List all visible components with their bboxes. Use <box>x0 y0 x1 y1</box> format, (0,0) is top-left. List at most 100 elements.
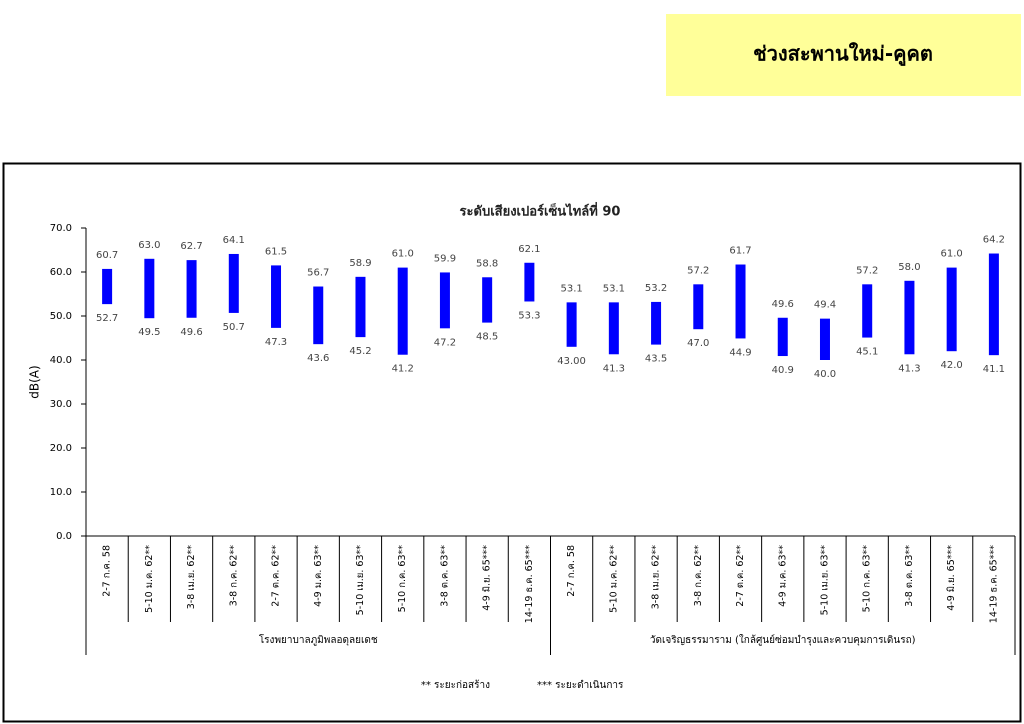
low-label: 47.0 <box>687 338 709 349</box>
high-label: 64.1 <box>223 235 245 246</box>
low-label: 43.6 <box>307 353 329 364</box>
range-bar <box>102 268 113 305</box>
low-label: 47.3 <box>265 337 287 348</box>
low-label: 42.0 <box>941 360 963 371</box>
x-tick-label: 5-10 เม.ย. 63** <box>819 545 830 616</box>
high-label: 58.9 <box>349 258 371 269</box>
range-bar <box>271 265 282 328</box>
range-bar <box>439 272 450 329</box>
x-tick-label: 3-8 เม.ย. 62** <box>651 545 662 610</box>
high-label: 57.2 <box>687 265 709 276</box>
low-label: 41.1 <box>983 364 1005 375</box>
x-tick-label: 3-8 ต.ค. 63** <box>439 545 450 607</box>
high-label: 58.0 <box>898 262 920 273</box>
slide-title: ช่วงสะพานใหม่-คูคต <box>753 42 933 68</box>
x-tick-label: 2-7 ก.ค. 58 <box>102 545 113 597</box>
low-label: 52.7 <box>96 313 118 324</box>
range-bar <box>988 253 999 356</box>
range-bar <box>482 277 493 323</box>
x-tick-label: 5-10 ม.ค. 62** <box>144 545 155 613</box>
range-bar <box>904 280 915 355</box>
high-label: 62.7 <box>180 241 202 252</box>
high-label: 63.0 <box>138 240 160 251</box>
low-label: 41.3 <box>603 363 625 374</box>
high-label: 64.2 <box>983 235 1005 246</box>
note: ** ระยะก่อสร้าง <box>421 679 490 691</box>
low-label: 45.1 <box>856 347 878 358</box>
y-tick-label: 40.0 <box>50 355 72 366</box>
high-label: 56.7 <box>307 268 329 279</box>
chart-frame <box>2 162 1022 723</box>
chart-title: ระดับเสียงเปอร์เซ็นไทล์ที่ 90 <box>460 202 621 220</box>
x-tick-label: 2-7 ก.ค. 58 <box>566 545 577 597</box>
y-tick-label: 50.0 <box>50 311 72 322</box>
range-bar <box>144 258 155 319</box>
range-bar <box>228 253 239 313</box>
x-tick-label: 3-8 ก.ค. 62** <box>228 545 239 607</box>
high-label: 49.4 <box>814 300 836 311</box>
y-axis-label: dB(A) <box>28 365 42 398</box>
low-label: 48.5 <box>476 332 498 343</box>
range-bar <box>777 317 788 357</box>
x-tick-label: 4-9 ม.ค. 63** <box>777 545 788 607</box>
note: *** ระยะดำเนินการ <box>537 680 624 691</box>
range-bar <box>862 284 873 338</box>
low-label: 53.3 <box>518 310 540 321</box>
range-bar <box>946 267 957 352</box>
high-label: 58.8 <box>476 258 498 269</box>
range-bar <box>608 302 619 355</box>
high-label: 53.2 <box>645 283 667 294</box>
low-label: 50.7 <box>223 322 245 333</box>
low-label: 44.9 <box>729 347 751 358</box>
x-tick-label: 4-9 มิ.ย. 65*** <box>482 545 493 611</box>
title-box <box>666 14 1021 96</box>
range-bar <box>819 318 830 360</box>
x-tick-label: 5-10 ม.ค. 62** <box>608 545 619 613</box>
low-label: 45.2 <box>349 346 371 357</box>
high-label: 61.0 <box>392 249 414 260</box>
y-tick-label: 20.0 <box>50 443 72 454</box>
x-tick-label: 2-7 ต.ค. 62** <box>271 545 282 607</box>
high-label: 53.1 <box>560 283 582 294</box>
low-label: 40.9 <box>772 365 794 376</box>
high-label: 53.1 <box>603 283 625 294</box>
x-tick-label: 3-8 ต.ค. 63** <box>904 545 915 607</box>
y-tick-label: 0.0 <box>56 531 72 542</box>
high-label: 49.6 <box>772 299 794 310</box>
x-tick-label: 14-19 ธ.ค. 65*** <box>524 545 535 623</box>
range-bar <box>355 276 366 338</box>
low-label: 49.5 <box>138 327 160 338</box>
y-tick-label: 30.0 <box>50 399 72 410</box>
group-label: โรงพยาบาลภูมิพลอดุลยเดช <box>259 633 378 646</box>
range-bar <box>693 284 704 330</box>
high-label: 57.2 <box>856 265 878 276</box>
x-tick-label: 3-8 ก.ค. 62** <box>693 545 704 607</box>
x-tick-label: 2-7 ต.ค. 62** <box>735 545 746 607</box>
x-tick-label: 4-9 มิ.ย. 65*** <box>946 545 957 611</box>
range-bar <box>397 267 408 355</box>
low-label: 41.2 <box>392 364 414 375</box>
y-tick-label: 70.0 <box>50 223 72 234</box>
range-bar <box>735 264 746 339</box>
range-bar <box>313 286 324 345</box>
range-bar <box>524 262 535 302</box>
y-tick-label: 60.0 <box>50 267 72 278</box>
high-label: 59.9 <box>434 253 456 264</box>
high-label: 62.1 <box>518 244 540 255</box>
low-label: 41.3 <box>898 363 920 374</box>
range-bar <box>186 260 197 318</box>
range-bar <box>651 301 662 345</box>
y-tick-label: 10.0 <box>50 487 72 498</box>
group-label: วัดเจริญธรรมาราม (ใกล้ศูนย์ซ่อมบำรุงและค… <box>650 634 916 646</box>
high-label: 61.0 <box>941 249 963 260</box>
x-tick-label: 4-9 ม.ค. 63** <box>313 545 324 607</box>
range-bar <box>566 302 577 347</box>
x-tick-label: 14-19 ธ.ค. 65*** <box>988 545 999 623</box>
low-label: 47.2 <box>434 337 456 348</box>
high-label: 61.5 <box>265 246 287 257</box>
high-label: 60.7 <box>96 250 118 261</box>
low-label: 43.5 <box>645 354 667 365</box>
x-tick-label: 5-10 ก.ค. 63** <box>397 545 408 613</box>
x-tick-label: 5-10 ก.ค. 63** <box>862 545 873 613</box>
